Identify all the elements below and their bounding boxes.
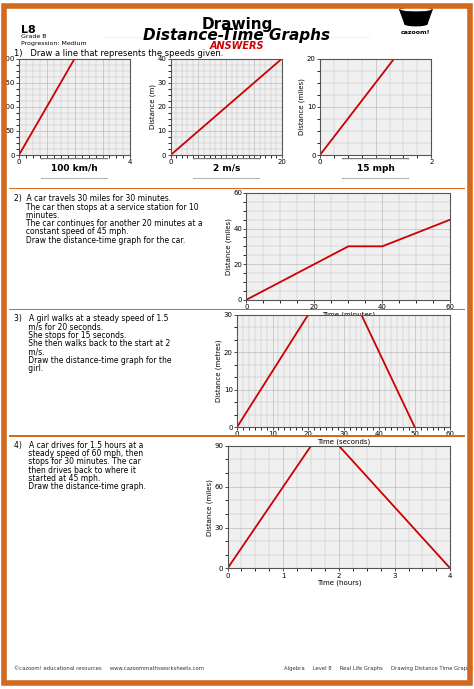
- FancyBboxPatch shape: [192, 158, 261, 179]
- Ellipse shape: [405, 22, 427, 25]
- Y-axis label: Distance (miles): Distance (miles): [299, 79, 305, 135]
- Text: The car continues for another 20 minutes at a: The car continues for another 20 minutes…: [14, 219, 203, 228]
- Text: Drawing: Drawing: [201, 17, 273, 32]
- Text: ©cazoom! educational resources     www.cazoommathsworksheets.com: ©cazoom! educational resources www.cazoo…: [14, 666, 204, 671]
- Text: She stops for 15 seconds.: She stops for 15 seconds.: [14, 331, 127, 340]
- FancyBboxPatch shape: [341, 158, 410, 179]
- Text: Draw the distance-time graph for the: Draw the distance-time graph for the: [14, 356, 172, 364]
- Text: Draw the distance-time graph for the car.: Draw the distance-time graph for the car…: [14, 236, 185, 245]
- Y-axis label: Distance (m): Distance (m): [150, 84, 156, 130]
- Text: constant speed of 45 mph.: constant speed of 45 mph.: [14, 227, 129, 236]
- Text: The car then stops at a service station for 10: The car then stops at a service station …: [14, 203, 199, 212]
- X-axis label: Time (minutes): Time (minutes): [322, 311, 375, 318]
- Polygon shape: [400, 10, 432, 23]
- Text: m/s.: m/s.: [14, 347, 45, 356]
- Text: cazoom!: cazoom!: [401, 30, 431, 34]
- X-axis label: Time (hours): Time (hours): [354, 167, 398, 173]
- Text: Algebra     Level 8     Real Life Graphs     Drawing Distance Time Graphs: Algebra Level 8 Real Life Graphs Drawing…: [284, 666, 474, 671]
- Text: 3)   A girl walks at a steady speed of 1.5: 3) A girl walks at a steady speed of 1.5: [14, 314, 169, 323]
- Y-axis label: Distance (metres): Distance (metres): [216, 340, 222, 402]
- X-axis label: Time (seconds): Time (seconds): [317, 439, 370, 445]
- Text: 2 m/s: 2 m/s: [213, 164, 240, 173]
- Text: 1)   Draw a line that represents the speeds given.: 1) Draw a line that represents the speed…: [14, 49, 224, 58]
- Ellipse shape: [400, 7, 432, 12]
- Text: ANSWERS: ANSWERS: [210, 41, 264, 52]
- Text: 100 km/h: 100 km/h: [51, 164, 98, 173]
- Text: 4)   A car drives for 1.5 hours at a: 4) A car drives for 1.5 hours at a: [14, 441, 144, 450]
- Text: Draw the distance-time graph.: Draw the distance-time graph.: [14, 482, 146, 491]
- Text: started at 45 mph.: started at 45 mph.: [14, 474, 100, 483]
- Text: m/s for 20 seconds.: m/s for 20 seconds.: [14, 322, 103, 331]
- X-axis label: Time (hours): Time (hours): [317, 580, 361, 586]
- Text: then drives back to where it: then drives back to where it: [14, 466, 136, 475]
- Text: steady speed of 60 mph, then: steady speed of 60 mph, then: [14, 449, 143, 458]
- Text: Progression: Medium: Progression: Medium: [21, 41, 87, 46]
- X-axis label: Time (seconds): Time (seconds): [200, 167, 253, 173]
- X-axis label: Time (hours): Time (hours): [53, 167, 97, 173]
- Y-axis label: Distance (miles): Distance (miles): [207, 479, 213, 535]
- Text: Distance-Time Graphs: Distance-Time Graphs: [144, 28, 330, 43]
- Text: She then walks back to the start at 2: She then walks back to the start at 2: [14, 339, 171, 348]
- Text: minutes.: minutes.: [14, 211, 60, 220]
- Text: stops for 30 minutes. The car: stops for 30 minutes. The car: [14, 457, 141, 466]
- Text: girl.: girl.: [14, 364, 44, 373]
- FancyBboxPatch shape: [40, 158, 109, 179]
- Text: L8: L8: [21, 25, 36, 36]
- Y-axis label: Distance (miles): Distance (miles): [226, 218, 232, 275]
- Text: 2)  A car travels 30 miles for 30 minutes.: 2) A car travels 30 miles for 30 minutes…: [14, 194, 171, 203]
- Text: 15 mph: 15 mph: [357, 164, 394, 173]
- Text: Grade B: Grade B: [21, 34, 47, 39]
